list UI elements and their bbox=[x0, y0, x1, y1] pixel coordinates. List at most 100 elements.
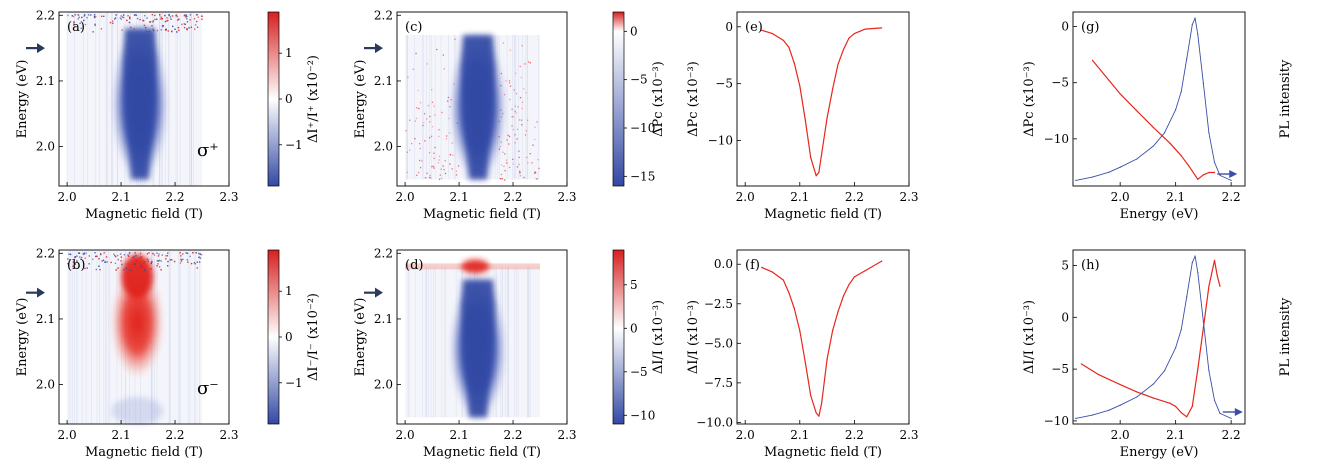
noise-dot bbox=[67, 14, 69, 17]
data-point bbox=[837, 311, 839, 313]
noise-dot bbox=[428, 152, 431, 154]
data-point bbox=[1202, 174, 1204, 176]
noise-dot bbox=[442, 54, 445, 56]
x-axis-label: Magnetic field (T) bbox=[764, 207, 882, 222]
data-point bbox=[818, 415, 820, 417]
noise-dot bbox=[409, 149, 411, 151]
noise-dot bbox=[519, 65, 521, 68]
y-tick-label: 2.1 bbox=[374, 74, 393, 88]
data-point bbox=[1194, 17, 1196, 19]
noise-dot bbox=[196, 261, 199, 263]
data-point bbox=[1163, 132, 1166, 134]
y-tick-label: 2.1 bbox=[36, 312, 55, 326]
noise-dot bbox=[201, 18, 203, 20]
noise-dot bbox=[122, 14, 125, 16]
noise-dot bbox=[428, 136, 431, 139]
noise-dot bbox=[150, 268, 152, 270]
noise-dot bbox=[499, 178, 501, 180]
heatmap-feature bbox=[122, 28, 157, 180]
noise-dot bbox=[85, 252, 87, 254]
data-point bbox=[793, 62, 795, 64]
noise-dot bbox=[94, 23, 96, 25]
noise-dot bbox=[145, 26, 147, 29]
noise-dot bbox=[169, 259, 172, 261]
noise-dot bbox=[514, 133, 516, 135]
noise-dot bbox=[186, 259, 188, 261]
noise-dot bbox=[176, 31, 178, 33]
data-point bbox=[1152, 397, 1155, 399]
noise-dot bbox=[171, 259, 173, 261]
noise-dot bbox=[500, 116, 503, 118]
data-point bbox=[1136, 110, 1138, 112]
data-point bbox=[1213, 171, 1216, 174]
colorbar bbox=[267, 249, 280, 425]
y-axis-label: Energy (eV) bbox=[15, 60, 30, 139]
noise-dot bbox=[185, 252, 187, 254]
noise-dot bbox=[186, 18, 188, 20]
data-point bbox=[804, 361, 806, 363]
data-point bbox=[1152, 127, 1155, 129]
y-tick-label: −5 bbox=[1051, 76, 1069, 90]
noise-dot bbox=[152, 21, 154, 23]
x-axis-label: Energy (eV) bbox=[1120, 445, 1199, 460]
noise-dot bbox=[148, 30, 151, 32]
noise-dot bbox=[130, 26, 132, 29]
noise-dot bbox=[442, 165, 444, 167]
y-axis-label-right: PL intensity bbox=[1278, 59, 1293, 138]
noise-dot bbox=[503, 165, 505, 168]
data-point bbox=[1136, 396, 1138, 398]
noise-dot bbox=[417, 89, 419, 92]
noise-dot bbox=[516, 138, 518, 140]
noise-dot bbox=[514, 105, 516, 107]
y-tick-label: −10 bbox=[708, 134, 733, 148]
line-panel-f: 2.0 2.1 2.2 2.3 0.0 −2.5 −5.0 −7.5 −10.0 Magnetic… bbox=[686, 249, 919, 460]
data-point bbox=[793, 307, 795, 310]
colorbar bbox=[267, 11, 280, 187]
noise-dot bbox=[508, 82, 511, 84]
noise-dot bbox=[115, 14, 117, 16]
noise-dot bbox=[139, 257, 141, 259]
pl-spectrum-line bbox=[1075, 17, 1232, 181]
noise-dot bbox=[523, 88, 525, 90]
noise-dot bbox=[201, 15, 203, 17]
noise-dot bbox=[92, 258, 94, 260]
noise-dot bbox=[84, 23, 87, 26]
noise-dot bbox=[120, 18, 123, 20]
colorbar-tick-label: −10 bbox=[630, 408, 655, 422]
data-series-line bbox=[1080, 259, 1221, 418]
x-tick-label: 2.1 bbox=[790, 428, 809, 442]
noise-dot bbox=[529, 153, 531, 155]
plot-frame bbox=[396, 11, 568, 187]
noise-dot bbox=[133, 28, 135, 30]
noise-dot bbox=[445, 138, 448, 140]
panel-label: (g) bbox=[1081, 20, 1099, 35]
data-point bbox=[821, 153, 823, 155]
colorbar-tick-label: 0 bbox=[630, 24, 638, 38]
x-tick-label: 2.1 bbox=[1166, 428, 1185, 442]
noise-dot bbox=[143, 269, 146, 271]
y-tick-label: 0 bbox=[1061, 310, 1069, 324]
noise-dot bbox=[527, 61, 530, 63]
noise-dot bbox=[176, 15, 179, 18]
data-point bbox=[788, 46, 790, 48]
y-tick-label: −10 bbox=[1044, 132, 1069, 146]
y-tick-label: 2.2 bbox=[374, 246, 393, 260]
noise-dot bbox=[535, 178, 537, 180]
panel-label: (d) bbox=[405, 258, 423, 273]
plot-frame bbox=[58, 11, 230, 187]
noise-dot bbox=[120, 260, 122, 262]
noise-dot bbox=[406, 151, 409, 153]
data-point bbox=[1119, 166, 1121, 168]
noise-dot bbox=[67, 258, 69, 260]
noise-dot bbox=[80, 27, 82, 30]
noise-dot bbox=[525, 130, 527, 132]
noise-dot bbox=[95, 268, 98, 271]
y-tick-label: 2.0 bbox=[374, 378, 393, 392]
noise-dot bbox=[503, 94, 506, 96]
noise-dot bbox=[508, 143, 510, 145]
noise-dot bbox=[431, 89, 433, 91]
noise-dot bbox=[430, 177, 432, 179]
x-tick-label: 2.0 bbox=[58, 428, 77, 442]
noise-dot bbox=[73, 22, 75, 24]
colorbar-tick-label: 0 bbox=[285, 92, 293, 106]
